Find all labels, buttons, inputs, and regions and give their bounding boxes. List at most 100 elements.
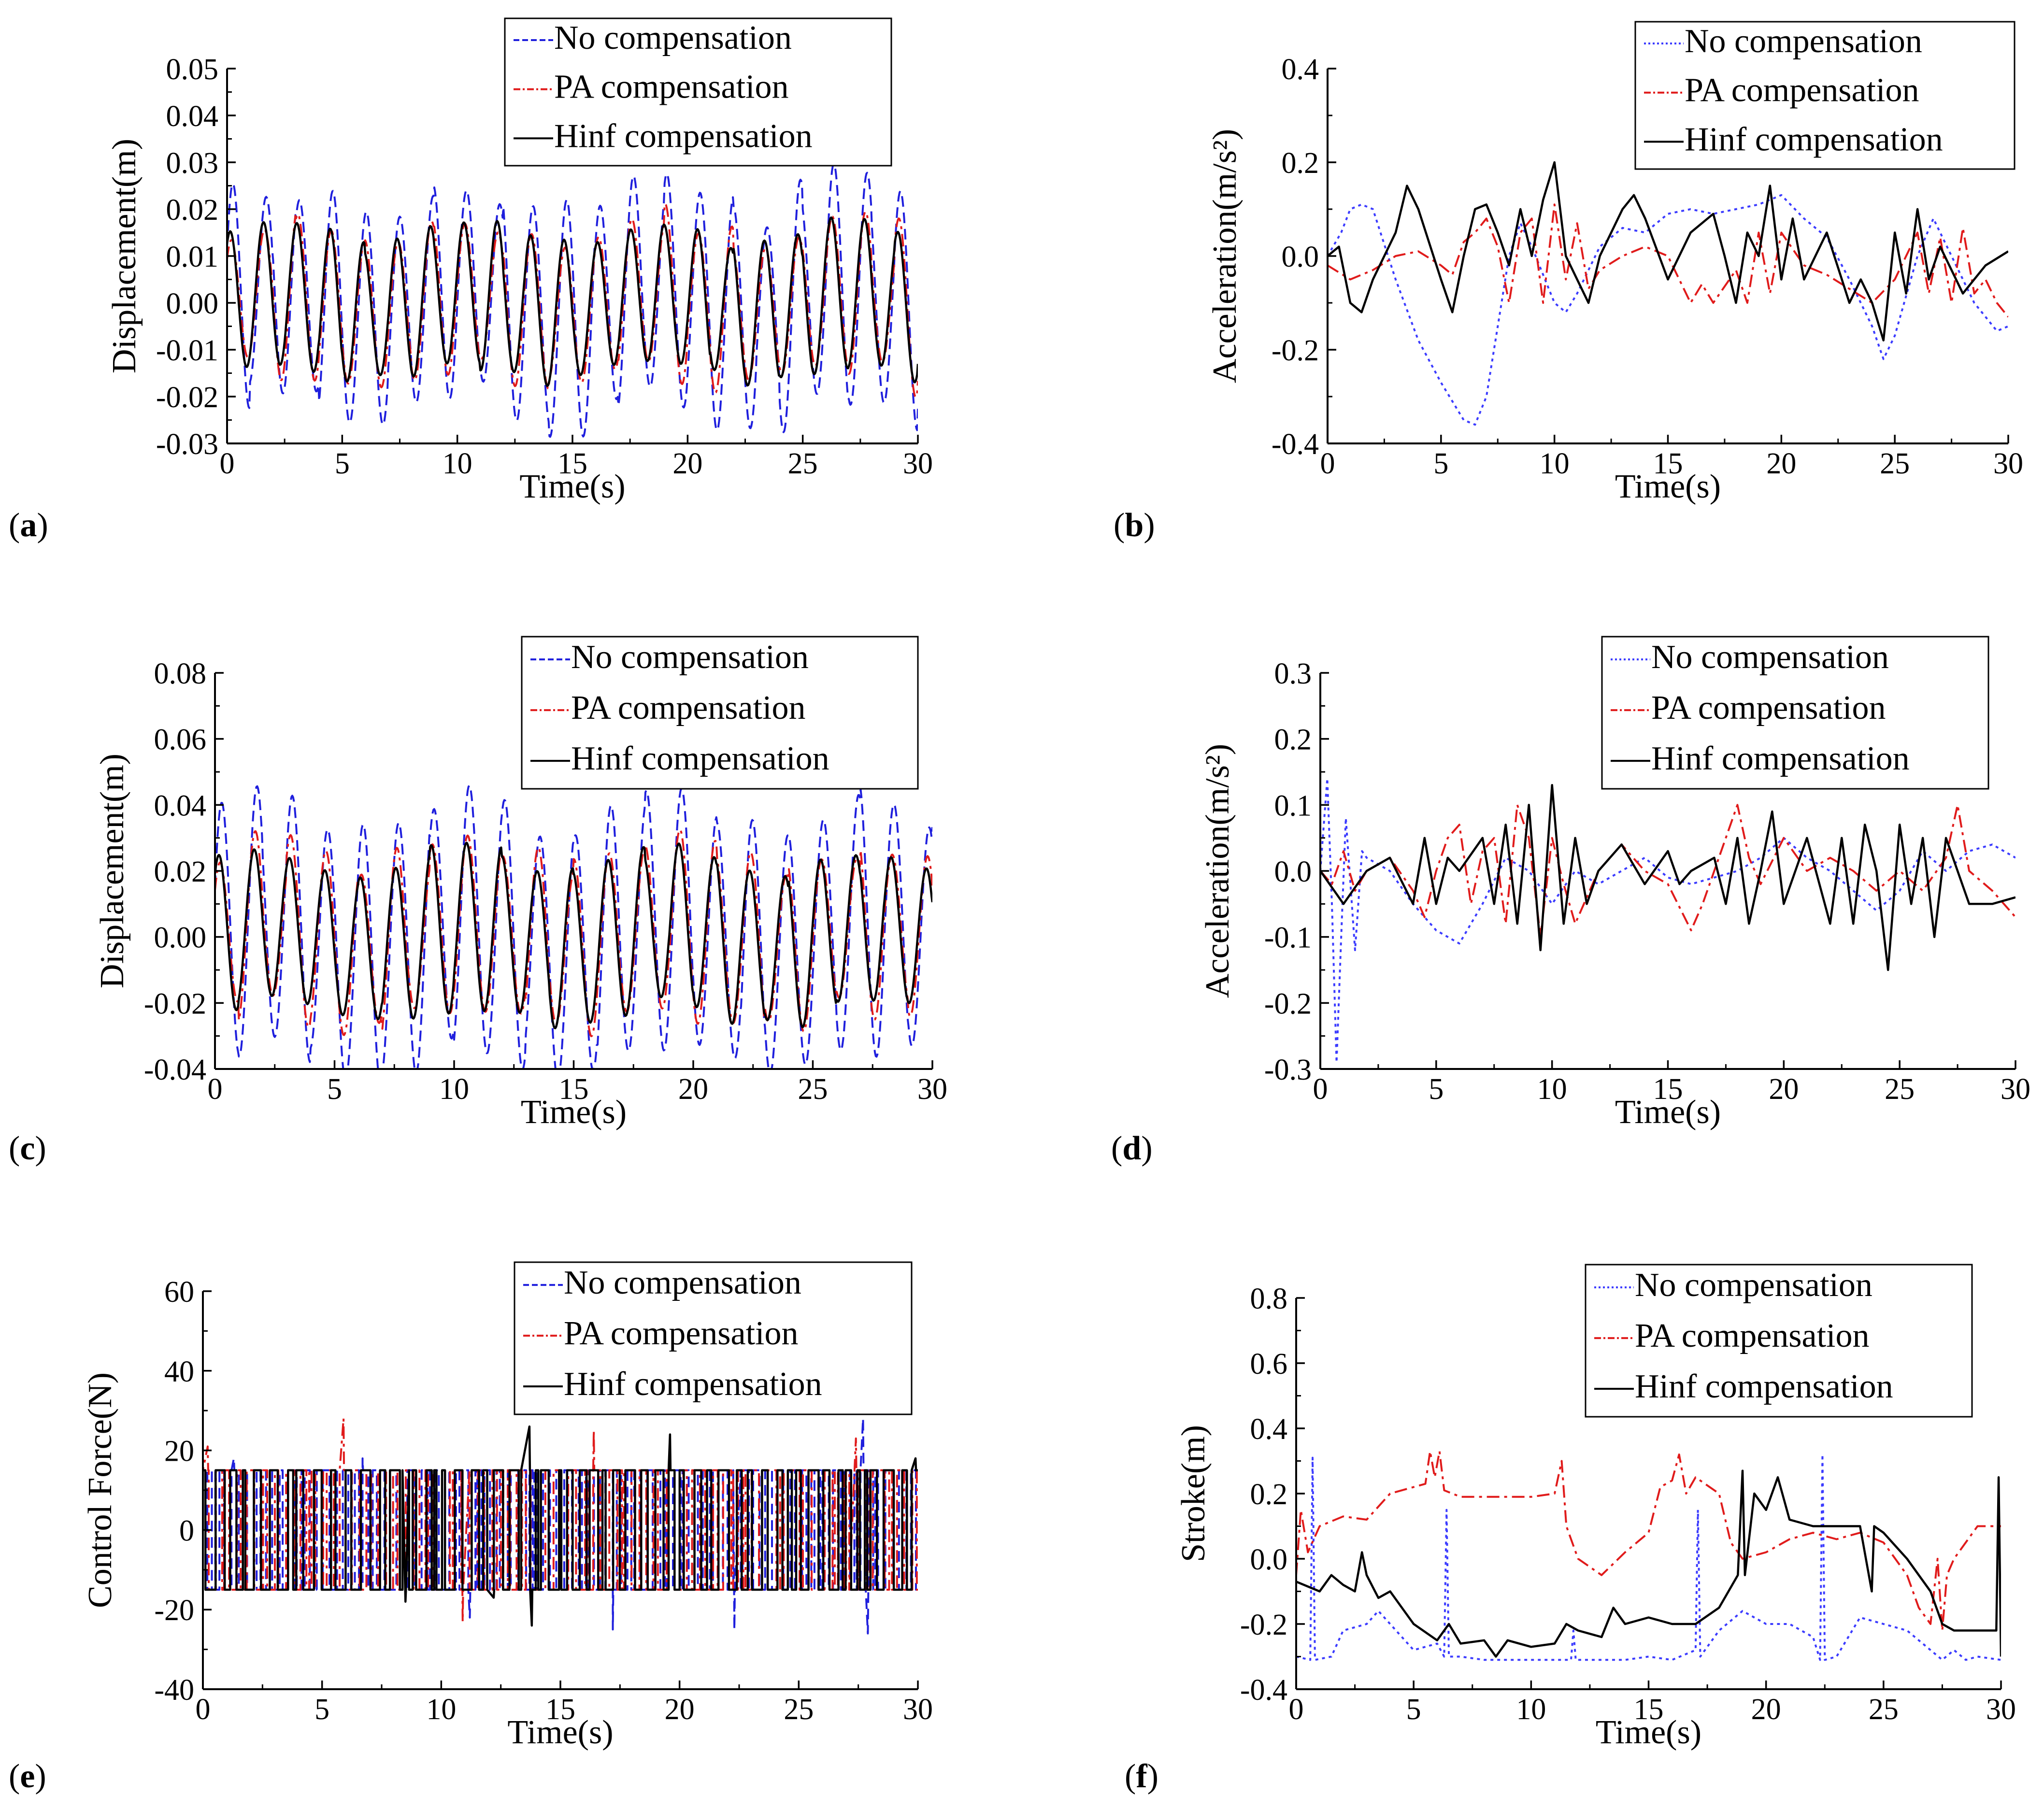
- y-tick-label: 0.0: [1274, 855, 1312, 888]
- x-tick-label: 20: [1769, 1073, 1799, 1106]
- x-tick-label: 0: [220, 447, 235, 480]
- series-line-pa-compensation: [203, 1417, 918, 1623]
- legend-label-no-compensation: No compensation: [571, 639, 809, 676]
- legend: No compensation PA compensation Hinf compe…: [514, 1261, 913, 1415]
- y-tick-label: 0.8: [1250, 1282, 1288, 1315]
- x-tick-label: 10: [1540, 447, 1570, 480]
- y-tick-label: 0.05: [166, 53, 219, 86]
- x-tick-label: 30: [903, 447, 933, 480]
- series-line-hinf-compensation: [1320, 784, 2015, 971]
- y-tick-label: 0.2: [1282, 147, 1319, 180]
- y-tick-label: 40: [164, 1355, 194, 1388]
- x-tick-label: 5: [314, 1693, 329, 1726]
- x-tick-label: 5: [327, 1073, 342, 1106]
- y-tick-label: 0.06: [154, 724, 207, 756]
- series-line-no-compensation: [1328, 194, 2008, 426]
- y-tick-label: -0.4: [1240, 1674, 1287, 1707]
- x-tick-label: 30: [1986, 1693, 2016, 1726]
- legend: No compensation PA compensation Hinf compe…: [521, 636, 919, 790]
- panel-label: (c): [9, 1130, 46, 1167]
- y-tick-label: 60: [164, 1276, 194, 1309]
- panel-label: (f): [1125, 1758, 1158, 1795]
- legend-label-hinf-compensation: Hinf compensation: [1685, 121, 1943, 158]
- y-tick-label: -0.01: [156, 334, 218, 367]
- series-line-hinf-compensation: [227, 216, 918, 387]
- y-tick-label: 0.3: [1274, 657, 1312, 690]
- x-tick-label: 5: [1406, 1693, 1421, 1726]
- y-tick-label: -0.02: [144, 987, 206, 1020]
- y-axis-title: Control Force(N): [82, 1372, 119, 1608]
- legend-label-pa-compensation: PA compensation: [1685, 72, 1919, 109]
- legend-label-hinf-compensation: Hinf compensation: [1651, 740, 1910, 777]
- y-tick-label: -0.04: [144, 1054, 206, 1086]
- chart-panel-a: 0 5 10 15 20 25 30 -0.03 -0.02 -0.01 0.00 0.01 0.02 0…: [9, 17, 933, 544]
- legend-label-hinf-compensation: Hinf compensation: [571, 740, 829, 777]
- y-tick-label: 0.2: [1250, 1478, 1288, 1511]
- x-tick-label: 25: [784, 1693, 814, 1726]
- x-tick-label: 10: [426, 1693, 456, 1726]
- x-tick-label: 20: [1766, 447, 1796, 480]
- x-tick-label: 5: [1433, 447, 1448, 480]
- y-tick-label: -0.1: [1264, 922, 1312, 954]
- x-tick-label: 20: [1751, 1693, 1781, 1726]
- chart-panel-f: 0 5 10 15 20 25 30 -0.4 -0.2 0.0 0.2 0.4 0.6 0.8 Time(…: [1125, 1264, 2016, 1795]
- panel-label: (a): [9, 507, 48, 544]
- y-tick-label: -0.03: [156, 428, 218, 461]
- legend-label-no-compensation: No compensation: [554, 19, 792, 57]
- series-line-hinf-compensation: [215, 841, 932, 1029]
- series-line-pa-compensation: [215, 828, 932, 1038]
- series-group: [1320, 777, 2015, 1064]
- y-tick-label: -40: [154, 1674, 194, 1707]
- y-axis-title: Displacement(m): [106, 139, 143, 373]
- y-tick-label: 0.6: [1250, 1348, 1288, 1381]
- y-tick-label: 20: [164, 1435, 194, 1468]
- y-tick-label: 0.00: [166, 287, 219, 320]
- legend: No compensation PA compensation Hinf compe…: [504, 17, 892, 167]
- x-axis-title: Time(s): [507, 1714, 613, 1751]
- legend-box: [521, 636, 919, 790]
- series-line-no-compensation: [215, 784, 932, 1070]
- legend-label-hinf-compensation: Hinf compensation: [564, 1366, 822, 1403]
- x-tick-label: 25: [1880, 447, 1910, 480]
- legend-label-pa-compensation: PA compensation: [1635, 1317, 1870, 1354]
- x-tick-label: 15: [1634, 1693, 1664, 1726]
- y-axis-title: Acceleration(m/s²): [1199, 744, 1236, 998]
- x-tick-label: 0: [1313, 1073, 1328, 1106]
- legend-label-no-compensation: No compensation: [1685, 23, 1922, 60]
- series-line-hinf-compensation: [203, 1425, 918, 1627]
- y-axis-title: Acceleration(m/s²): [1206, 129, 1244, 383]
- legend-box: [1601, 636, 1989, 790]
- y-tick-label: 0.2: [1274, 724, 1312, 756]
- y-axis-title: Displacement(m): [94, 754, 131, 988]
- x-tick-label: 30: [2001, 1073, 2030, 1106]
- x-tick-label: 15: [557, 447, 587, 480]
- legend-label-hinf-compensation: Hinf compensation: [1635, 1368, 1893, 1405]
- legend: No compensation PA compensation Hinf compe…: [1585, 1264, 1973, 1418]
- y-tick-label: -0.3: [1264, 1054, 1312, 1086]
- legend-label-pa-compensation: PA compensation: [554, 69, 789, 106]
- series-group: [1296, 1450, 2001, 1661]
- x-tick-label: 5: [335, 447, 350, 480]
- x-tick-label: 10: [1537, 1073, 1567, 1106]
- legend-box: [1634, 21, 2015, 170]
- y-tick-label: 0.02: [166, 194, 219, 227]
- x-tick-label: 20: [672, 447, 702, 480]
- legend-label-pa-compensation: PA compensation: [571, 689, 806, 726]
- y-tick-label: -20: [154, 1594, 194, 1627]
- x-axis-title: Time(s): [1615, 1094, 1721, 1131]
- x-tick-label: 0: [196, 1693, 211, 1726]
- y-tick-label: 0.0: [1250, 1543, 1288, 1576]
- legend-box: [514, 1261, 913, 1415]
- series-line-no-compensation: [1320, 777, 2015, 1064]
- y-tick-label: 0.00: [154, 922, 207, 954]
- y-tick-label: 0.1: [1274, 789, 1312, 822]
- x-tick-label: 0: [208, 1073, 223, 1106]
- x-tick-label: 30: [1993, 447, 2023, 480]
- y-tick-label: 0: [179, 1514, 194, 1547]
- legend-box: [504, 17, 892, 167]
- y-tick-label: 0.03: [166, 147, 219, 180]
- x-tick-label: 10: [439, 1073, 469, 1106]
- y-tick-label: 0.4: [1282, 53, 1319, 86]
- x-axis-title: Time(s): [519, 468, 625, 505]
